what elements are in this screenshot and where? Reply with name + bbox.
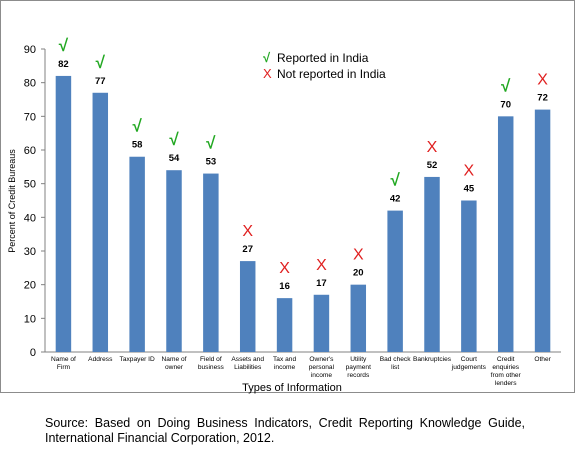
data-label: 20 (353, 268, 364, 279)
bar (239, 261, 256, 352)
bar-chart: Percent of Credit Bureaus Types of Infor… (7, 36, 561, 394)
bar (461, 200, 477, 352)
x-axis-title: Types of Information (242, 382, 342, 394)
data-label: 77 (95, 76, 106, 87)
bar (350, 284, 367, 352)
data-label: 17 (316, 278, 327, 289)
bar (534, 109, 551, 352)
not-reported-x-icon: X (316, 257, 327, 274)
not-reported-x-icon: X (537, 72, 548, 89)
category-label: Field of business (198, 356, 225, 371)
not-reported-x-icon: X (427, 139, 438, 156)
not-reported-x-icon: X (279, 260, 290, 277)
bar (497, 116, 514, 352)
legend-check-icon: √ (263, 50, 271, 65)
bars: 82 √ 77 √ 58 √ 54 √ 53 √ 27 X 16 X 17 X 20 X 42 √ 52 X 45 X 70 √ 7… (55, 36, 551, 353)
bar (92, 92, 109, 353)
not-reported-x-icon: X (242, 223, 253, 240)
reported-check-icon: √ (169, 130, 179, 149)
y-tick-label: 0 (30, 347, 36, 359)
data-label: 70 (500, 99, 511, 110)
bar (129, 156, 145, 352)
category-labels: Name of Firm Address Taxpayer ID Name of owne… (51, 356, 552, 387)
y-tick-label: 30 (24, 246, 36, 258)
y-tick-label: 40 (24, 212, 36, 224)
data-label: 27 (242, 244, 253, 255)
bar (55, 75, 72, 352)
bar (203, 173, 219, 352)
category-label: Bankruptcies (413, 356, 452, 363)
reported-check-icon: √ (501, 76, 511, 95)
data-label: 16 (279, 281, 290, 292)
y-tick-label: 60 (24, 145, 36, 157)
reported-check-icon: √ (132, 117, 142, 136)
y-ticks: 0 10 20 30 40 50 60 70 80 90 (24, 44, 45, 359)
category-label: Other (534, 356, 551, 363)
category-label: Owner's personal income (309, 356, 335, 379)
data-label: 45 (464, 184, 475, 195)
data-label: 72 (537, 93, 548, 104)
category-label: Bad check list (380, 356, 411, 371)
bar (166, 170, 182, 352)
category-label: Address (88, 356, 113, 363)
data-label: 42 (390, 194, 401, 205)
y-axis-title: Percent of Credit Bureaus (7, 149, 17, 253)
category-label: Utility payment records (346, 356, 371, 379)
category-label: Credit enquiries from other lenders (491, 356, 522, 387)
y-tick-label: 20 (24, 280, 36, 292)
category-label: Name of owner (162, 356, 187, 371)
legend-x-icon: X (263, 66, 272, 81)
y-tick-label: 10 (24, 313, 36, 325)
bar (424, 176, 440, 352)
data-label: 54 (169, 153, 180, 164)
category-label: Tax and income (273, 356, 296, 371)
bar (387, 210, 403, 352)
not-reported-x-icon: X (353, 247, 364, 264)
data-label: 53 (206, 157, 217, 168)
y-tick-label: 90 (24, 44, 36, 56)
category-label: Court judgements (451, 356, 487, 371)
chart-frame: Percent of Credit Bureaus Types of Infor… (0, 0, 575, 394)
y-tick-label: 80 (24, 78, 36, 90)
bar (276, 298, 293, 352)
bar (313, 294, 330, 352)
data-label: 82 (58, 59, 69, 70)
category-label: Name of Firm (51, 356, 76, 371)
reported-check-icon: √ (206, 134, 216, 153)
reported-check-icon: √ (96, 53, 106, 72)
data-label: 58 (132, 140, 143, 151)
source-note: Source: Based on Doing Business Indicato… (45, 416, 525, 445)
reported-check-icon: √ (59, 36, 69, 55)
category-label: Taxpayer ID (120, 356, 155, 363)
legend: √ Reported in India X Not reported in In… (263, 50, 386, 81)
category-label: Assets and Liabilities (231, 356, 264, 371)
legend-label-reported: Reported in India (277, 51, 369, 65)
y-tick-label: 70 (24, 111, 36, 123)
y-tick-label: 50 (24, 179, 36, 191)
not-reported-x-icon: X (464, 163, 475, 180)
data-label: 52 (427, 160, 438, 171)
legend-label-not-reported: Not reported in India (277, 67, 386, 81)
reported-check-icon: √ (390, 171, 400, 190)
